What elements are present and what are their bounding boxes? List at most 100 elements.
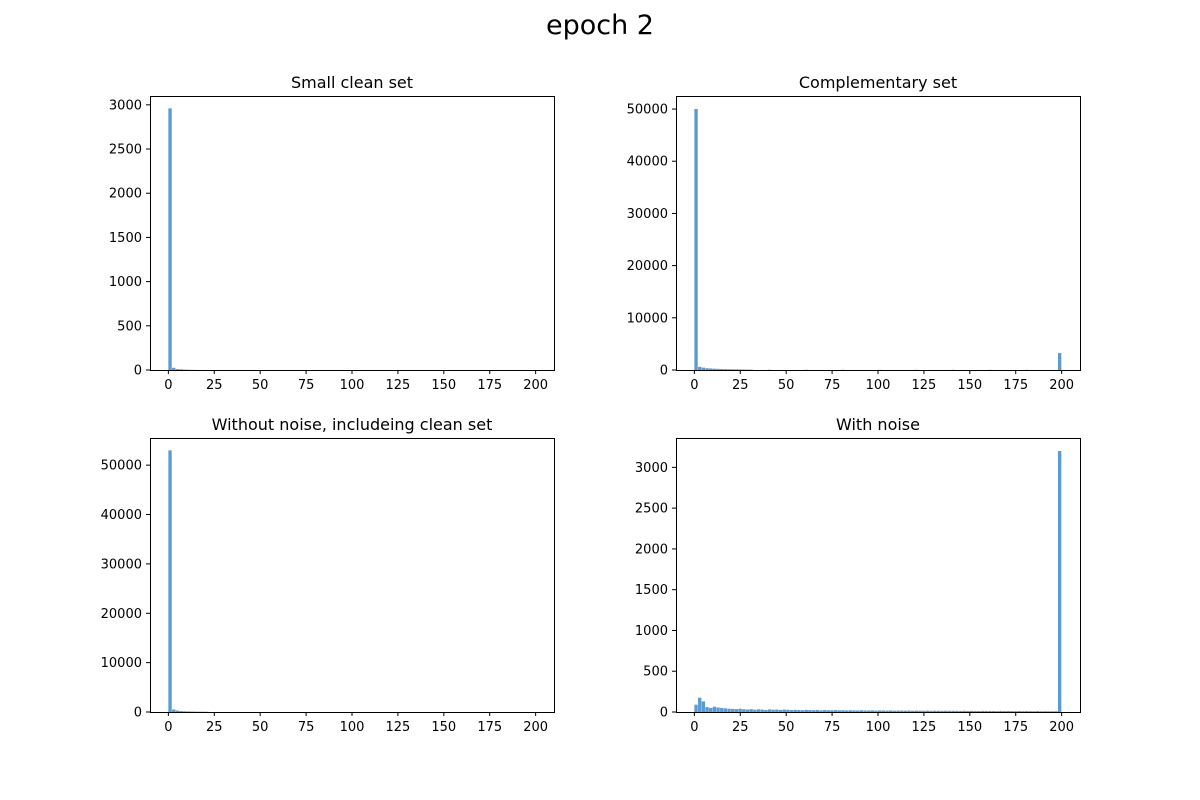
figure-title: epoch 2	[546, 10, 654, 41]
x-tick-label: 0	[164, 378, 172, 393]
histogram-bar	[705, 707, 709, 712]
x-tick-label: 200	[523, 378, 548, 393]
y-tick-label: 2000	[109, 187, 142, 202]
histogram-bar	[701, 367, 706, 370]
y-tick-label: 500	[643, 665, 668, 680]
subplot-title: With noise	[836, 415, 920, 434]
histogram-bar	[863, 710, 867, 712]
histogram-bar	[1050, 711, 1054, 712]
histogram-bar	[738, 369, 742, 370]
histogram-bar	[1010, 711, 1014, 712]
histogram-bar	[745, 709, 750, 712]
histogram-bar	[716, 368, 720, 370]
x-tick-label: 0	[164, 720, 172, 735]
histogram-bar	[1028, 711, 1032, 712]
histogram-bar	[1006, 711, 1010, 712]
histogram-bar	[870, 710, 875, 712]
histogram-bar	[694, 109, 698, 371]
histogram-bar	[797, 709, 801, 712]
y-tick-label: 10000	[101, 656, 142, 671]
histogram-bar	[723, 708, 728, 712]
y-tick-label: 30000	[101, 557, 142, 572]
histogram-bar	[698, 697, 702, 712]
x-tick-label: 25	[206, 378, 223, 393]
histogram-bar	[988, 710, 992, 712]
y-tick-label: 1000	[109, 275, 142, 290]
x-tick-label: 150	[957, 720, 982, 735]
y-tick-label: 10000	[627, 311, 668, 326]
y-tick-label: 1500	[635, 583, 668, 598]
x-tick-label: 50	[778, 378, 795, 393]
y-tick-label: 2000	[635, 542, 668, 557]
histogram-bar	[815, 709, 819, 712]
histogram-bar	[966, 710, 970, 712]
histogram-bar	[922, 710, 926, 712]
histogram-bar	[977, 711, 981, 712]
histogram-bar	[731, 708, 735, 712]
y-tick-label: 0	[660, 706, 668, 721]
histogram-bar	[727, 369, 731, 370]
axes-frame	[150, 96, 555, 371]
histogram-bar	[709, 707, 713, 712]
histogram-bar	[929, 710, 933, 712]
histogram-bar	[826, 710, 830, 712]
histogram-bar	[819, 710, 823, 712]
histogram-bar	[1013, 711, 1018, 712]
histogram-bar	[782, 709, 786, 712]
axes-frame	[150, 438, 555, 713]
histogram-bar	[1039, 711, 1043, 712]
histogram-bar	[804, 709, 808, 712]
histogram-bar	[1046, 711, 1051, 712]
histogram-bar	[175, 369, 180, 370]
y-tick-label: 50000	[101, 459, 142, 474]
y-tick-label: 50000	[627, 103, 668, 118]
histogram-bar	[734, 369, 739, 370]
y-tick-label: 3000	[635, 461, 668, 476]
histogram-bar	[833, 710, 838, 712]
y-tick-label: 20000	[627, 259, 668, 274]
histogram-bar	[962, 710, 966, 712]
histogram-bar	[168, 108, 172, 371]
histogram-bar	[995, 711, 999, 712]
histogram-bar	[1057, 353, 1062, 370]
y-tick-label: 0	[660, 364, 668, 379]
y-tick-label: 0	[134, 706, 142, 721]
histogram-bar	[731, 369, 735, 370]
x-tick-label: 200	[1049, 720, 1074, 735]
histogram-bar	[837, 710, 841, 712]
x-tick-label: 125	[385, 720, 410, 735]
y-tick-label: 1000	[635, 624, 668, 639]
histogram-bar	[973, 710, 977, 712]
histogram-bar	[183, 711, 187, 712]
histogram-bar	[808, 710, 812, 712]
histogram-bar	[712, 706, 717, 712]
x-tick-label: 25	[732, 720, 749, 735]
histogram-bar	[940, 710, 944, 712]
histogram-bar	[911, 710, 915, 712]
histogram-bar	[848, 710, 852, 712]
subplot-complementary-set: 0 25 50 75 100 125 150 175 200 0 10000 20000 30000 40…	[627, 73, 1081, 393]
histogram-bar	[914, 710, 919, 712]
histogram-bar	[852, 710, 856, 712]
histogram-bar	[705, 368, 709, 370]
histogram-bar	[936, 710, 941, 712]
histogram-bar	[958, 710, 963, 712]
histogram-bar	[749, 709, 753, 712]
histogram-bar	[179, 369, 183, 370]
x-tick-label: 25	[732, 378, 749, 393]
subplot-title: Small clean set	[291, 73, 413, 92]
histogram-bar	[947, 710, 952, 712]
y-tick-label: 0	[134, 364, 142, 379]
y-tick-label: 40000	[101, 508, 142, 523]
x-tick-label: 150	[957, 378, 982, 393]
histogram-bar	[874, 710, 878, 712]
histogram-bar	[742, 369, 746, 370]
histogram-bar	[172, 709, 176, 712]
histogram-bar	[775, 709, 779, 712]
histogram-bar	[896, 710, 900, 712]
x-tick-label: 50	[252, 378, 269, 393]
histogram-bar	[855, 710, 860, 712]
histogram-bar	[984, 711, 988, 712]
histogram-bar	[841, 710, 845, 712]
